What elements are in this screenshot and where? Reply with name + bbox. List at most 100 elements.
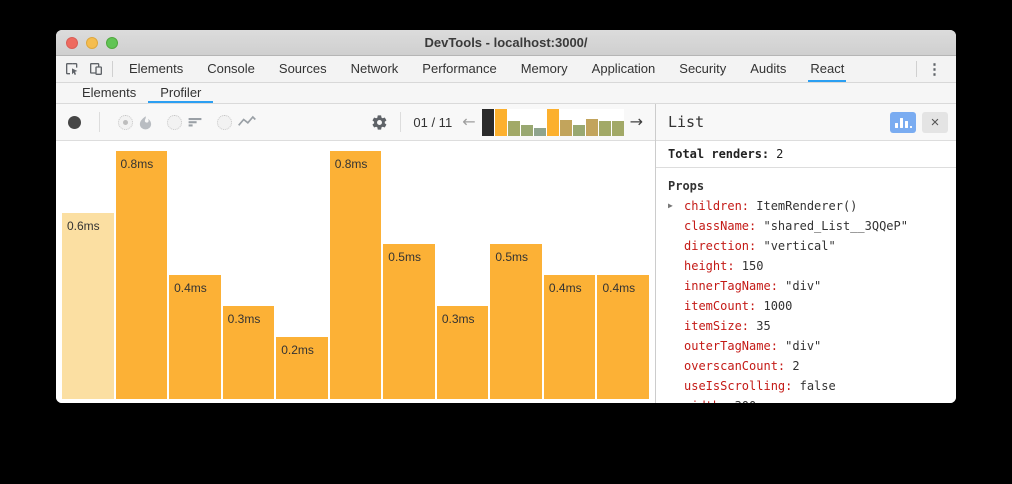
flamegraph-icon[interactable] (138, 115, 153, 130)
ranked-chart-radio[interactable] (167, 114, 182, 130)
settings-gear-icon[interactable] (371, 114, 388, 131)
toolbar-divider (112, 61, 113, 77)
commit-bar-9[interactable]: 0.5ms (490, 244, 542, 399)
interactions-radio[interactable] (217, 114, 232, 130)
prop-name: innerTagName: (684, 279, 786, 293)
commit-bar-1[interactable]: 0.6ms (62, 213, 114, 399)
profiler-content: 01 / 11 ← → 0.6ms 0.8ms 0.4ms 0.3ms 0.2ms 0.8… (56, 104, 956, 403)
prop-name: direction: (684, 239, 764, 253)
zoom-window-button[interactable] (106, 36, 118, 49)
snapshot-thumb-5[interactable] (533, 127, 546, 136)
tab-console[interactable]: Console (207, 60, 255, 76)
prop-row-itemSize: itemSize: 35 (656, 316, 956, 336)
prop-value: "div" (785, 279, 822, 293)
prop-value: false (799, 379, 836, 393)
prop-value: "div" (785, 339, 822, 353)
device-toolbar-icon[interactable] (88, 61, 104, 77)
snapshot-thumb-11[interactable] (611, 120, 624, 136)
total-renders-value: 2 (776, 147, 784, 161)
tab-audits[interactable]: Audits (750, 60, 787, 76)
tab-memory[interactable]: Memory (520, 60, 568, 76)
prop-name: itemSize: (684, 319, 757, 333)
total-renders-row: Total renders: 2 (656, 141, 956, 168)
prop-value: "vertical" (763, 239, 836, 253)
interactions-chart-icon[interactable] (237, 115, 257, 129)
close-details-button[interactable]: × (922, 111, 948, 133)
react-subtabbar: Elements Profiler (56, 83, 956, 104)
devtools-window: DevTools - localhost:3000/ (56, 30, 956, 403)
commit-bar-chart: 0.6ms 0.8ms 0.4ms 0.3ms 0.2ms 0.8ms 0.5ms 0.3ms… (56, 141, 655, 403)
prop-row-innerTagName: innerTagName: "div" (656, 276, 956, 296)
tab-elements[interactable]: Elements (129, 60, 184, 76)
commit-bar-8[interactable]: 0.3ms (436, 306, 489, 399)
commit-duration-label: 0.2ms (281, 343, 314, 357)
prop-name: overscanCount: (684, 359, 793, 373)
profiler-toolbar: 01 / 11 ← → (56, 104, 655, 141)
minimize-window-button[interactable] (86, 36, 98, 49)
render-chart-toggle-button[interactable] (890, 111, 916, 133)
record-button[interactable] (68, 115, 81, 129)
commit-bar-4[interactable]: 0.3ms (222, 306, 275, 399)
more-options-icon[interactable]: ⋮ (927, 61, 942, 78)
snapshot-thumb-1[interactable] (481, 108, 494, 136)
ranked-chart-icon[interactable] (187, 115, 203, 129)
devtools-toolbar-icons (64, 56, 112, 82)
tab-sources[interactable]: Sources (278, 60, 327, 76)
commit-duration-label: 0.4ms (548, 281, 582, 295)
window-title: DevTools - localhost:3000/ (424, 35, 588, 50)
snapshot-thumb-9[interactable] (585, 118, 598, 136)
prop-name: className: (684, 219, 764, 233)
close-window-button[interactable] (66, 36, 78, 49)
subtab-elements[interactable]: Elements (82, 84, 137, 100)
total-renders-label: Total renders: (668, 147, 770, 161)
commit-bar-5[interactable]: 0.2ms (276, 337, 328, 399)
tab-application[interactable]: Application (591, 60, 656, 76)
tab-performance[interactable]: Performance (422, 60, 497, 76)
panel-divider (655, 104, 656, 403)
commit-duration-label: 0.5ms (388, 250, 421, 264)
prop-name: children: (684, 199, 757, 213)
snapshot-counter: 01 / 11 (413, 114, 453, 130)
commit-duration-label: 0.8ms (334, 157, 368, 171)
commit-bar-6[interactable]: 0.8ms (329, 151, 382, 399)
snapshot-thumb-10[interactable] (598, 120, 611, 136)
commit-bar-11[interactable]: 0.4ms (597, 275, 650, 399)
commit-duration-label: 0.6ms (67, 219, 100, 233)
prop-value: 150 (741, 259, 764, 273)
devtools-tabbar: Elements Console Sources Network Performance… (56, 56, 956, 83)
prop-value: "shared_List__3QQeP" (763, 219, 908, 233)
commit-bar-3[interactable]: 0.4ms (169, 275, 221, 399)
snapshot-thumb-4[interactable] (520, 125, 533, 136)
prop-name: width: (684, 399, 735, 403)
prop-value: 1000 (763, 299, 793, 313)
commit-duration-label: 0.5ms (495, 250, 529, 264)
component-details-pane: List × Total renders: 2 Props ▶ c (656, 104, 956, 403)
traffic-lights (66, 30, 118, 55)
flamegraph-radio[interactable] (118, 114, 133, 130)
props-section: Props ▶ children: ItemRenderer() className… (656, 168, 956, 403)
commit-bar-7[interactable]: 0.5ms (383, 244, 435, 399)
snapshot-strip[interactable] (481, 108, 624, 136)
commit-bar-2[interactable]: 0.8ms (115, 151, 168, 399)
prop-row-width: width: 300 (656, 396, 956, 403)
expand-triangle-icon[interactable]: ▶ (668, 201, 673, 210)
tab-react[interactable]: React (808, 56, 847, 82)
previous-snapshot-arrow-icon[interactable]: ← (462, 112, 476, 131)
snapshot-thumb-6[interactable] (546, 108, 559, 136)
commit-bar-10[interactable]: 0.4ms (543, 275, 596, 399)
prop-name: outerTagName: (684, 339, 786, 353)
toolbar-divider (916, 61, 917, 77)
snapshot-thumb-2[interactable] (494, 108, 507, 136)
snapshot-thumb-3[interactable] (507, 120, 520, 136)
snapshot-thumb-8[interactable] (572, 125, 585, 136)
commit-duration-label: 0.4ms (602, 281, 636, 295)
tab-security[interactable]: Security (679, 60, 727, 76)
snapshot-thumb-7[interactable] (559, 119, 572, 136)
prop-name: height: (684, 259, 742, 273)
tab-network[interactable]: Network (350, 60, 399, 76)
next-snapshot-arrow-icon[interactable]: → (629, 112, 643, 131)
subtab-profiler[interactable]: Profiler (148, 83, 214, 103)
inspect-element-icon[interactable] (64, 61, 80, 77)
details-header: List × (656, 104, 956, 141)
commit-duration-label: 0.4ms (174, 281, 207, 295)
